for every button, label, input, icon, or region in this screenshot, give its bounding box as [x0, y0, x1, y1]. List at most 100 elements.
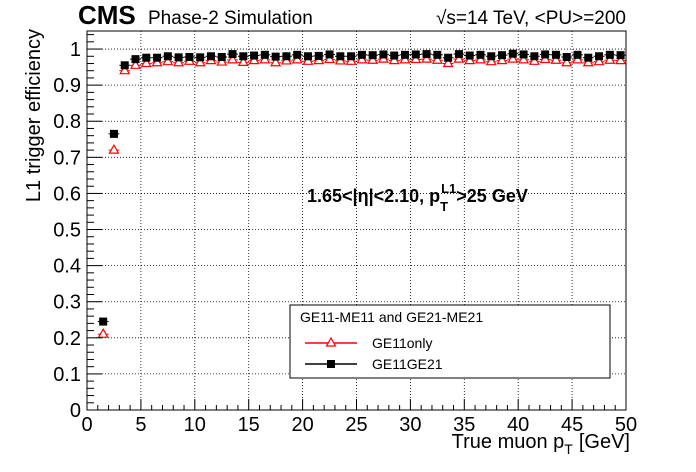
y-tick-label: 1	[70, 39, 81, 61]
ge11only-point	[453, 52, 465, 63]
x-axis-title-main: True muon p	[452, 431, 565, 453]
ge11only-point	[97, 327, 109, 338]
ge11only-point	[474, 53, 486, 64]
ge11ge21-point	[616, 51, 625, 60]
x-tick-label: 20	[291, 414, 313, 436]
data-layer	[97, 49, 627, 338]
ge11ge21-point	[196, 53, 205, 62]
x-tick-label: 0	[81, 414, 92, 436]
ge11ge21-point	[379, 50, 388, 59]
ge11ge21-point	[357, 50, 366, 59]
annotation-sup: L1	[441, 181, 456, 196]
ge11ge21-point	[551, 50, 560, 59]
ge11ge21-point	[454, 50, 463, 59]
ge11only-point	[129, 59, 142, 69]
ge11ge21-point	[433, 50, 442, 59]
ge11ge21-point	[562, 52, 571, 61]
legend-marker-ge11only	[325, 336, 337, 347]
ge11ge21-point	[303, 52, 312, 61]
ge11only-point	[270, 56, 282, 67]
x-tick-label: 50	[615, 414, 637, 436]
ge11ge21-point	[293, 50, 302, 59]
ge11only-point	[248, 54, 260, 65]
ge11only-point	[367, 54, 379, 64]
y-tick-label: 0.5	[53, 220, 81, 242]
ge11only-point	[421, 52, 433, 63]
svg-text:True muon pT[GeV]: True muon pT [GeV]	[452, 431, 630, 457]
ge11only-point	[388, 54, 400, 65]
ge11only-point	[162, 55, 174, 66]
ge11only-point	[356, 53, 368, 64]
ge11only-point	[571, 53, 584, 64]
y-tick-label: 0.8	[53, 111, 81, 133]
ge11only-point	[119, 64, 131, 75]
ge11ge21-point	[325, 50, 334, 59]
ge11ge21-point	[530, 52, 539, 61]
ge11only-point	[259, 53, 271, 64]
ge11ge21-point	[573, 50, 582, 59]
x-tick-label: 10	[184, 414, 206, 436]
ge11only-point	[539, 53, 551, 64]
ge11ge21-point	[605, 50, 614, 59]
ge11ge21-point	[487, 52, 496, 61]
legend-marker-ge11ge21	[327, 360, 335, 368]
ge11ge21-point	[336, 52, 345, 61]
annotation-main: 1.65<|η|<2.10, p	[307, 186, 440, 206]
ge11only-point	[615, 54, 627, 65]
y-tick-label: 0.1	[53, 364, 81, 386]
ge11ge21-point	[584, 53, 593, 62]
y-tick-label: 0.4	[53, 256, 81, 278]
ge11ge21-point	[390, 51, 399, 60]
ge11ge21-point	[250, 51, 259, 60]
ge11only-point	[291, 53, 303, 64]
ge11ge21-point	[206, 52, 215, 61]
legend-label-ge11ge21: GE11GE21	[372, 356, 443, 372]
x-tick-label: 25	[345, 414, 367, 436]
ge11only-point	[227, 53, 239, 64]
tick-label-layer: 0 5 10 15 20 25 30 35 40 45 50 0 0.1 0.2 0.3 0.4 0.5 0.6 0…	[53, 39, 637, 436]
y-tick-label: 0.2	[53, 328, 81, 350]
ge11only-point	[593, 55, 605, 66]
annotation-tail: >25 GeV	[456, 186, 528, 206]
y-tick-label: 0.6	[53, 183, 81, 205]
ge11ge21-point	[444, 53, 453, 62]
ge11only-point	[582, 56, 594, 67]
ge11only-point	[442, 57, 454, 68]
x-tick-label: 5	[135, 414, 146, 436]
ge11ge21-point	[217, 52, 226, 61]
ge11only-point	[324, 53, 336, 64]
x-tick-label: 30	[399, 414, 421, 436]
x-axis-title-unit: [GeV]	[579, 431, 630, 453]
ge11ge21-point	[368, 51, 377, 60]
ge11ge21-point	[519, 50, 528, 59]
ge11only-point	[464, 54, 476, 65]
y-tick-label: 0.7	[53, 147, 81, 169]
ge11only-point	[399, 53, 411, 64]
ge11only-point	[604, 54, 616, 64]
annotation-sub: T	[440, 199, 448, 214]
ge11only-point	[302, 55, 314, 65]
ge11ge21-point	[99, 317, 108, 326]
ge11ge21-point	[411, 50, 420, 59]
ge11only-point	[140, 57, 152, 68]
ge11ge21-point	[174, 53, 183, 62]
status-label: Phase-2 Simulation	[148, 8, 313, 29]
legend-label-ge11only: GE11only	[372, 335, 432, 351]
ge11ge21-point	[498, 51, 507, 60]
ge11ge21-point	[271, 52, 280, 61]
ge11only-point	[507, 52, 519, 63]
x-tick-label: 15	[238, 414, 260, 436]
ge11ge21-point	[228, 50, 237, 59]
x-tick-label: 40	[507, 414, 529, 436]
ge11only-point	[518, 53, 530, 64]
ge11ge21-point	[422, 50, 431, 59]
ge11ge21-point	[401, 50, 410, 59]
grid-layer	[87, 31, 626, 410]
ge11only-point	[528, 55, 540, 65]
ge11ge21-point	[120, 61, 129, 70]
ge11ge21-point	[476, 50, 485, 59]
x-tick-label: 45	[561, 414, 583, 436]
ge11ge21-point	[282, 52, 291, 61]
tick-layer	[86, 34, 627, 411]
